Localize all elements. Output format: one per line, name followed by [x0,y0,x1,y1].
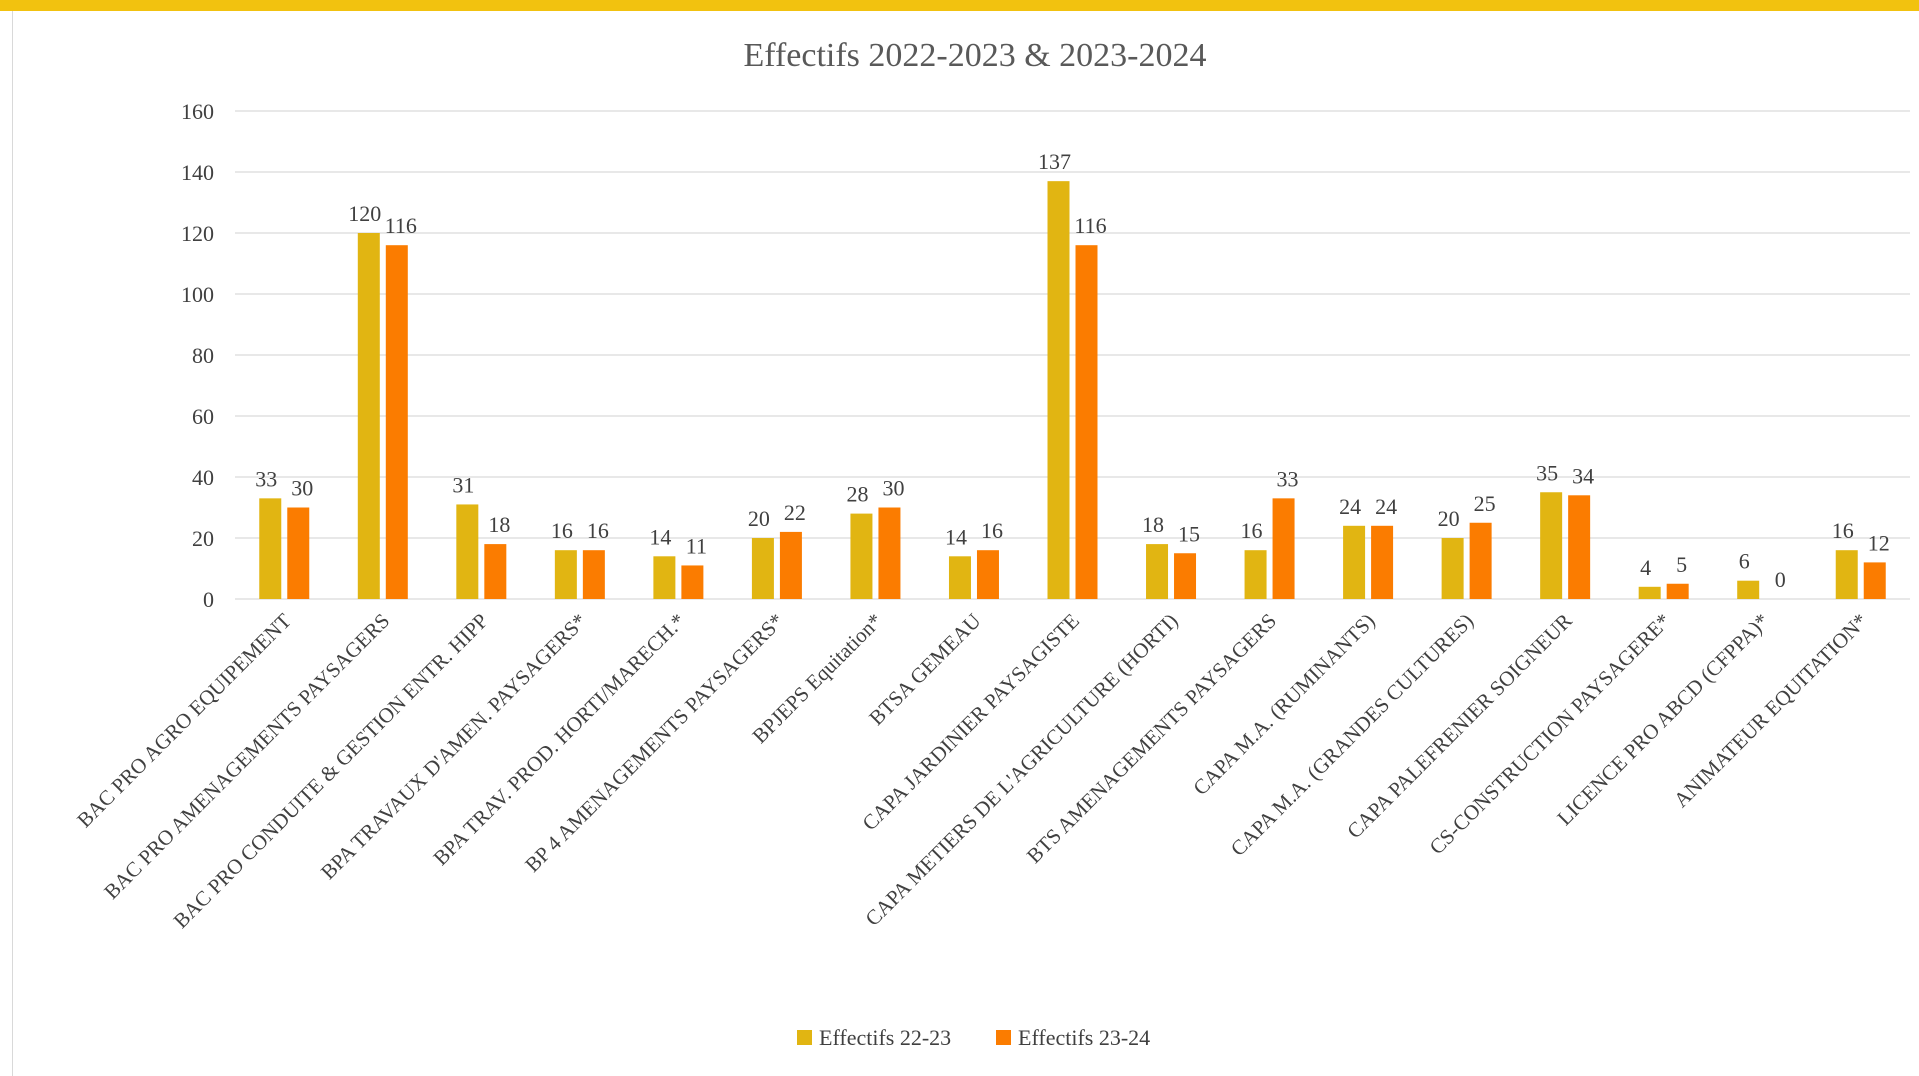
bar-effectifs-23-24 [1075,245,1098,599]
y-tick-label: 20 [192,526,214,551]
bar-effectifs-22-23 [259,498,282,599]
bar-effectifs-22-23 [1638,586,1661,599]
y-tick-label: 100 [181,282,214,307]
y-tick-label: 0 [203,587,214,612]
bar-effectifs-23-24 [878,507,901,599]
data-label: 16 [1241,518,1263,543]
bar-effectifs-22-23 [1343,525,1366,599]
data-label: 5 [1676,552,1687,577]
bar-effectifs-23-24 [681,565,704,599]
data-label: 16 [587,518,609,543]
y-tick-label: 160 [181,99,214,124]
x-tick-label: BAC PRO AGRO EQUIPEMENT [72,608,296,832]
chart-title: Effectifs 2022-2023 & 2023-2024 [743,37,1206,74]
bar-effectifs-23-24 [1863,562,1886,599]
data-label: 120 [348,201,381,226]
data-label: 28 [846,482,868,507]
bar-effectifs-22-23 [653,556,676,599]
y-tick-label: 60 [192,404,214,429]
bar-effectifs-22-23 [1146,544,1169,599]
data-label: 22 [784,500,806,525]
bar-effectifs-22-23 [948,556,971,599]
data-label: 25 [1474,491,1496,516]
data-label: 116 [385,213,417,238]
bars [259,181,1886,599]
bar-effectifs-23-24 [1371,525,1394,599]
bar-effectifs-23-24 [1469,522,1492,599]
legend-label: Effectifs 22-23 [819,1025,951,1050]
data-label: 33 [1277,466,1299,491]
x-tick-label: ANIMATEUR EQUITATION* [1669,609,1872,812]
data-label: 16 [1832,518,1854,543]
bar-effectifs-23-24 [287,507,310,599]
data-label: 18 [1142,512,1164,537]
data-label: 24 [1375,494,1397,519]
data-label: 16 [981,518,1003,543]
data-label: 4 [1640,555,1651,580]
bar-effectifs-22-23 [1047,181,1070,599]
bar-effectifs-22-23 [1737,580,1760,599]
y-tick-label: 120 [181,221,214,246]
bar-effectifs-22-23 [357,233,380,599]
bar-effectifs-23-24 [779,531,802,599]
data-label: 15 [1178,521,1200,546]
data-label: 24 [1339,494,1361,519]
top-accent-bar [0,0,1919,11]
x-tick-label: CAPA M.A. (RUMINANTS) [1188,609,1379,800]
bar-effectifs-23-24 [976,550,999,599]
data-label: 34 [1572,463,1594,488]
data-label: 31 [452,472,474,497]
gridlines [235,110,1910,600]
data-label: 14 [649,524,671,549]
bar-effectifs-22-23 [751,538,774,599]
legend: Effectifs 22-23 Effectifs 23-24 [797,1025,1150,1050]
data-label: 16 [551,518,573,543]
x-tick-label: LICENCE PRO ABCD (CFPPA)* [1552,609,1773,830]
data-label: 20 [748,506,770,531]
data-label: 20 [1438,506,1460,531]
data-label: 11 [686,533,707,558]
data-label: 35 [1536,460,1558,485]
data-label: 30 [291,476,313,501]
bar-effectifs-22-23 [1244,550,1267,599]
bar-effectifs-23-24 [1272,498,1295,599]
legend-swatch [797,1030,812,1045]
data-label: 116 [1074,213,1106,238]
legend-swatch [996,1030,1011,1045]
data-label: 30 [882,476,904,501]
data-label: 6 [1739,549,1750,574]
bar-effectifs-23-24 [582,550,605,599]
bar-effectifs-23-24 [1174,553,1197,599]
data-label: 0 [1775,567,1786,592]
data-label: 18 [488,512,510,537]
bar-effectifs-22-23 [554,550,577,599]
y-axis-ticks: 0 20 40 60 80 100 120 140 160 [181,99,214,612]
data-label: 12 [1868,530,1890,555]
left-border-line [12,11,13,1076]
x-tick-label: CAPA JARDINIER PAYSAGISTE [857,609,1084,836]
bar-effectifs-22-23 [850,513,873,599]
data-label: 137 [1038,149,1071,174]
y-tick-label: 140 [181,160,214,185]
data-label: 14 [945,524,967,549]
legend-label: Effectifs 23-24 [1018,1025,1150,1050]
bar-effectifs-22-23 [1835,550,1858,599]
bar-effectifs-23-24 [484,544,507,599]
data-label: 33 [255,466,277,491]
bar-effectifs-23-24 [1568,495,1591,599]
bar-effectifs-23-24 [385,245,408,599]
bar-effectifs-23-24 [1666,583,1689,599]
bar-effectifs-22-23 [456,504,479,599]
bar-effectifs-22-23 [1540,492,1563,599]
y-tick-label: 40 [192,465,214,490]
y-tick-label: 80 [192,343,214,368]
bar-effectifs-22-23 [1441,538,1464,599]
